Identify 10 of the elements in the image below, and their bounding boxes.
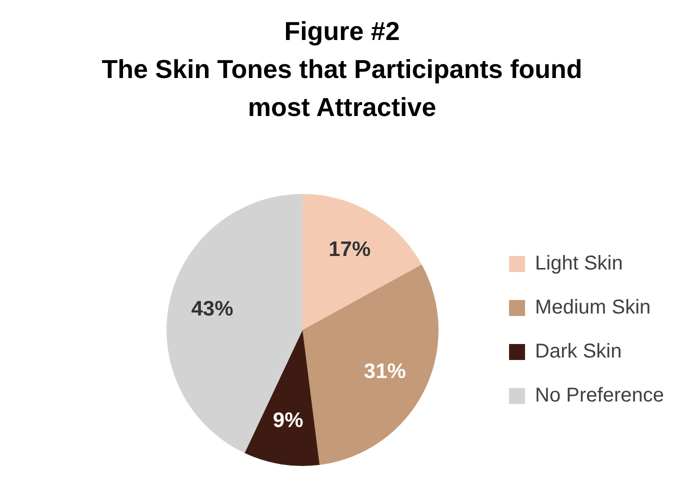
legend-label: Medium Skin (535, 296, 651, 319)
chart-title: Figure #2 (283, 15, 401, 48)
legend-label: Dark Skin (535, 340, 622, 363)
data-label: 31% (364, 360, 406, 383)
data-label: 9% (272, 409, 304, 432)
legend-label: Light Skin (535, 252, 623, 275)
chart-subtitle: The Skin Tones that Participants found most Attractive (100, 53, 584, 124)
data-label: 17% (328, 238, 371, 262)
legend-label: No Preference (535, 384, 664, 407)
data-label: 43% (191, 298, 234, 321)
